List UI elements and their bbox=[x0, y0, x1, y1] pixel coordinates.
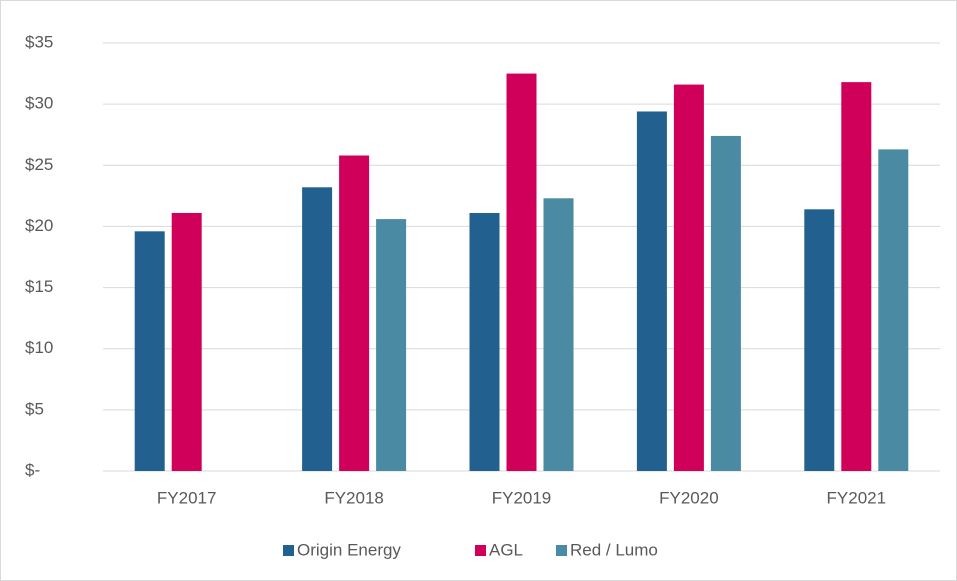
bar bbox=[841, 82, 872, 471]
x-tick-label: FY2017 bbox=[157, 488, 217, 507]
bar bbox=[673, 84, 704, 471]
legend-label: Origin Energy bbox=[297, 540, 401, 559]
x-tick-label: FY2018 bbox=[324, 488, 384, 507]
x-tick-label: FY2019 bbox=[492, 488, 552, 507]
y-tick-label: $20 bbox=[25, 216, 53, 235]
y-tick-label: $35 bbox=[25, 32, 53, 51]
legend-label: Red / Lumo bbox=[570, 540, 658, 559]
bar bbox=[302, 187, 333, 471]
y-tick-label: $30 bbox=[25, 94, 53, 113]
bar bbox=[469, 212, 500, 471]
bar bbox=[710, 135, 741, 472]
y-tick-label: $5 bbox=[25, 399, 44, 418]
bar bbox=[543, 198, 574, 471]
bar bbox=[506, 73, 537, 472]
bar bbox=[636, 111, 667, 471]
legend-swatch bbox=[475, 545, 486, 556]
bar bbox=[339, 155, 370, 471]
y-tick-label: $- bbox=[25, 460, 40, 479]
y-tick-label: $10 bbox=[25, 338, 53, 357]
x-tick-label: FY2020 bbox=[659, 488, 719, 507]
y-tick-label: $25 bbox=[25, 155, 53, 174]
legend-swatch bbox=[556, 545, 567, 556]
bar bbox=[804, 209, 835, 471]
bar bbox=[134, 231, 165, 471]
bar bbox=[878, 149, 909, 472]
bar bbox=[376, 219, 407, 471]
bar bbox=[171, 212, 202, 471]
y-tick-label: $15 bbox=[25, 277, 53, 296]
legend-label: AGL bbox=[489, 540, 523, 559]
x-tick-label: FY2021 bbox=[827, 488, 887, 507]
legend-swatch bbox=[283, 545, 294, 556]
